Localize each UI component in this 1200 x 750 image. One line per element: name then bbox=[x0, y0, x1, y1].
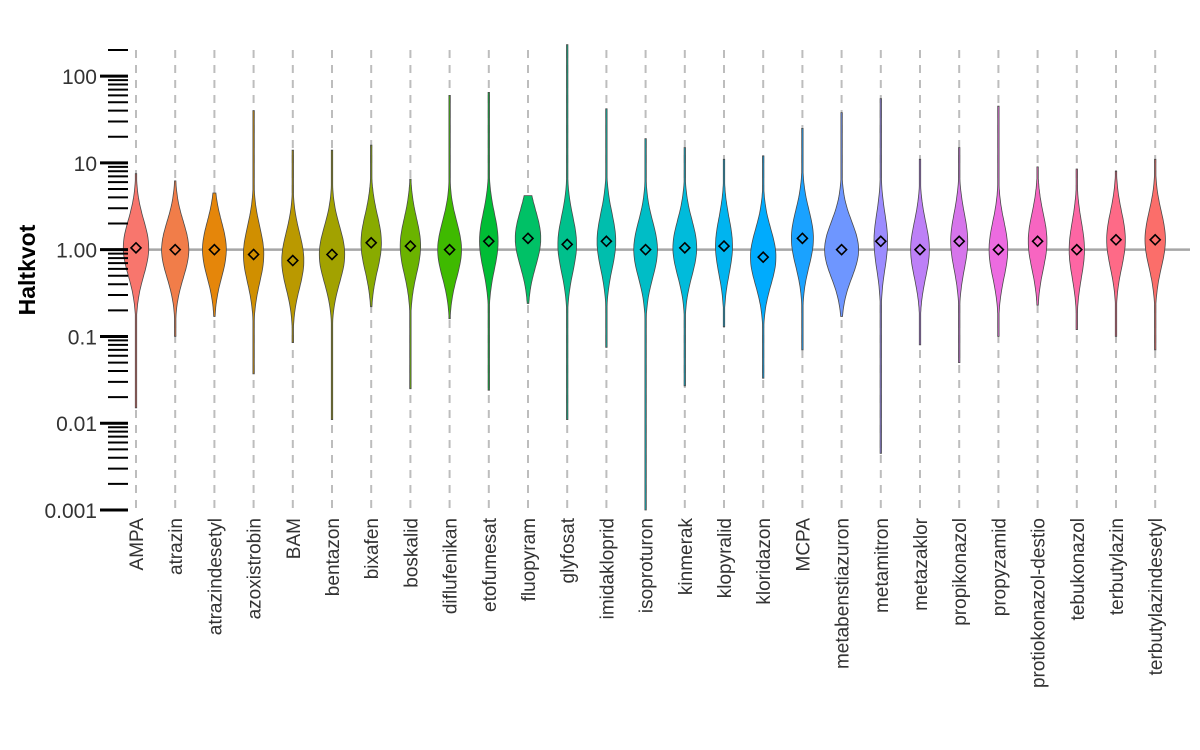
median-marker-etofumesat bbox=[482, 235, 495, 248]
median-marker-propikonazol bbox=[953, 235, 966, 248]
median-marker-BAM bbox=[286, 254, 299, 267]
violin-diflufenikan bbox=[437, 95, 462, 320]
median-marker-metamitron bbox=[874, 235, 887, 248]
violin-kinmerak bbox=[672, 147, 698, 387]
violin-terbutylazindesetyl bbox=[1144, 158, 1166, 351]
x-category-label: propikonazol bbox=[950, 518, 971, 626]
median-marker-AMPA bbox=[129, 241, 143, 254]
x-category-label: metazaklor bbox=[911, 517, 932, 611]
x-category-label: atrazindesetyl bbox=[205, 518, 226, 635]
x-axis-labels: AMPA atrazin atrazindesetyl azoxistrobin BAM… bbox=[127, 517, 1167, 688]
violin-isoproturon bbox=[633, 138, 658, 511]
y-tick-label: 10 bbox=[74, 153, 97, 176]
median-marker-protiokonazol-destio bbox=[1031, 235, 1044, 248]
x-category-label: isoproturon bbox=[637, 518, 658, 613]
x-category-label: MCPA bbox=[793, 518, 814, 572]
violin-glyfosat bbox=[557, 44, 577, 420]
median-marker-tebukonazol bbox=[1070, 243, 1083, 256]
median-marker-terbutylazin bbox=[1109, 233, 1123, 246]
violin-klopyralid bbox=[715, 158, 733, 327]
median-marker-fluopyram bbox=[521, 232, 535, 245]
x-category-label: tebukonazol bbox=[1068, 518, 1089, 620]
median-marker-MCPA bbox=[796, 232, 809, 245]
violin-tebukonazol bbox=[1068, 168, 1085, 330]
x-category-label: AMPA bbox=[127, 518, 148, 571]
median-marker-diflufenikan bbox=[443, 243, 456, 256]
violin-atrazin bbox=[161, 180, 190, 337]
x-category-label: metabenstiazuron bbox=[833, 518, 854, 669]
violin-terbutylazin bbox=[1106, 170, 1126, 337]
median-marker-propyzamid bbox=[992, 243, 1005, 256]
x-category-label: imidakloprid bbox=[597, 518, 618, 619]
violin-metabenstiazuron bbox=[824, 112, 860, 317]
y-tick-label: 0.001 bbox=[44, 500, 97, 523]
violin-azoxistrobin bbox=[242, 110, 265, 375]
x-category-label: fluopyram bbox=[519, 518, 540, 601]
violin-metamitron bbox=[873, 98, 889, 454]
violins bbox=[122, 44, 1166, 511]
violin-propyzamid bbox=[988, 105, 1009, 337]
median-marker-kloridazon bbox=[757, 251, 770, 264]
x-category-label: metamitron bbox=[872, 518, 893, 613]
median-marker-kinmerak bbox=[678, 241, 691, 254]
violin-imidakloprid bbox=[596, 108, 617, 348]
y-tick-label: 0.01 bbox=[56, 413, 97, 436]
y-axis: 0.001 0.01 0.1 1.00 10 100 bbox=[44, 49, 128, 523]
median-marker-glyfosat bbox=[561, 238, 574, 251]
violin-AMPA bbox=[122, 173, 150, 409]
x-category-label: glyfosat bbox=[558, 517, 579, 583]
violin-bentazon bbox=[318, 149, 346, 420]
x-category-label: BAM bbox=[284, 518, 305, 559]
median-marker-atrazin bbox=[169, 243, 182, 256]
median-marker-klopyralid bbox=[717, 239, 731, 253]
violin-fluopyram bbox=[514, 195, 542, 304]
y-axis-title: Haltkvot bbox=[14, 224, 40, 315]
median-marker-bixafen bbox=[365, 236, 378, 249]
median-marker-metabenstiazuron bbox=[835, 243, 848, 256]
y-tick-label: 100 bbox=[62, 66, 97, 89]
median-marker-isoproturon bbox=[639, 243, 652, 256]
median-marker-atrazindesetyl bbox=[208, 243, 221, 256]
median-marker-imidakloprid bbox=[600, 235, 613, 248]
x-category-label: terbutylazin bbox=[1107, 518, 1128, 615]
y-tick-label: 1.00 bbox=[56, 240, 97, 263]
x-category-label: diflufenikan bbox=[441, 518, 462, 614]
y-tick-label: 0.1 bbox=[68, 326, 97, 349]
x-category-label: kloridazon bbox=[754, 518, 775, 605]
x-category-label: protiokonazol-destio bbox=[1029, 518, 1050, 688]
median-marker-metazaklor bbox=[913, 243, 927, 256]
x-category-label: klopyralid bbox=[715, 518, 736, 598]
median-marker-bentazon bbox=[325, 248, 339, 261]
violin-bixafen bbox=[360, 144, 382, 308]
median-marker-terbutylazindesetyl bbox=[1149, 233, 1162, 246]
violin-kloridazon bbox=[750, 155, 777, 379]
violin-propikonazol bbox=[950, 147, 969, 363]
violin-MCPA bbox=[791, 128, 814, 351]
median-marker-boskalid bbox=[404, 239, 417, 253]
x-category-label: bixafen bbox=[362, 518, 383, 579]
x-category-label: atrazin bbox=[166, 518, 187, 575]
violin-metazaklor bbox=[910, 158, 930, 346]
violin-etofumesat bbox=[479, 92, 499, 391]
x-category-label: etofumesat bbox=[480, 517, 501, 612]
violin-BAM bbox=[281, 149, 305, 343]
x-category-label: propyzamid bbox=[989, 518, 1010, 616]
x-category-label: terbutylazindesetyl bbox=[1146, 518, 1167, 675]
x-category-label: boskalid bbox=[401, 518, 422, 588]
x-category-label: kinmerak bbox=[676, 518, 697, 596]
x-category-label: azoxistrobin bbox=[245, 518, 266, 619]
median-marker-azoxistrobin bbox=[247, 248, 260, 261]
violin-boskalid bbox=[399, 178, 421, 390]
x-category-label: bentazon bbox=[323, 518, 344, 596]
